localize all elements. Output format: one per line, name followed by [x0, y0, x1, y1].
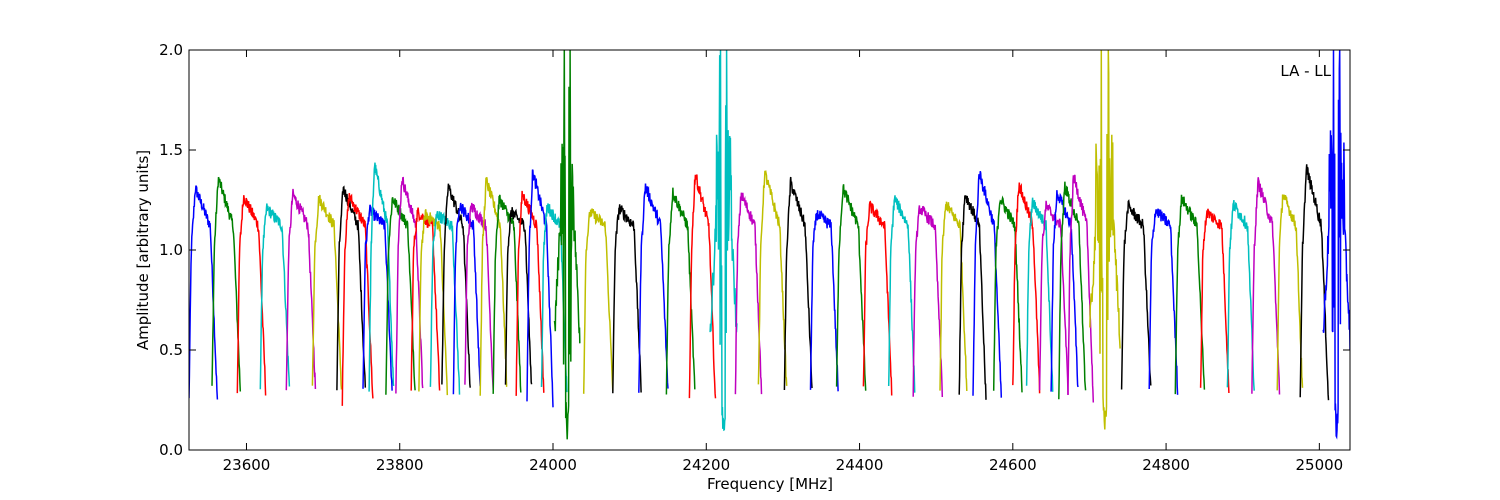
y-tick-label: 0.5: [159, 341, 183, 359]
spectrum-series-line: [835, 184, 867, 391]
spectrum-series-line: [553, 50, 581, 440]
x-tick-label: 23600: [223, 456, 271, 474]
spectrum-series-line: [211, 176, 242, 392]
spectrum-series-line: [1089, 50, 1121, 430]
spectrum-series-line: [887, 195, 916, 393]
spectrum-series-line: [958, 195, 987, 400]
x-tick-label: 24800: [1142, 456, 1190, 474]
spectrum-series-line: [809, 210, 839, 392]
spectrum-series-line: [1038, 200, 1069, 396]
spectrum-series-line: [515, 190, 545, 396]
spectrum-series-line: [638, 183, 669, 393]
spectrum-series-line: [441, 183, 471, 388]
spectrum-series-line: [1025, 197, 1054, 392]
spectrum-series-line: [395, 176, 424, 394]
y-axis: 0.0 0.5 1.0 1.5 2.0: [159, 41, 1350, 459]
y-tick-label: 1.5: [159, 141, 183, 159]
x-tick-label: 24000: [529, 456, 577, 474]
spectrum-series-line: [1067, 174, 1095, 403]
spectrum-series-line: [757, 170, 788, 386]
y-axis-label: Amplitude [arbitrary units]: [134, 150, 152, 350]
x-tick-label: 24400: [836, 456, 884, 474]
spectrum-series-line: [912, 205, 944, 398]
spectrum-series-line: [1050, 190, 1079, 392]
spectrum-series-line: [492, 194, 522, 394]
spectrum-series-line: [540, 203, 568, 393]
spectrum-series-line: [1226, 200, 1255, 391]
spectrum-series-line: [1199, 208, 1230, 394]
series-layer: [189, 50, 1350, 440]
spectrum-series-line: [709, 50, 738, 432]
y-tick-label: 1.0: [159, 241, 183, 259]
spectrum-series-line: [582, 208, 614, 394]
spectrum-series-line: [972, 171, 1003, 398]
spectrum-series-line: [992, 195, 1023, 393]
annotation-label: LA - LL: [1280, 62, 1331, 80]
spectrum-series-line: [1120, 199, 1152, 390]
spectrum-series-line: [1276, 194, 1304, 391]
spectrum-series-line: [1299, 164, 1330, 401]
spectrum-series-line: [189, 185, 219, 400]
spectrum-series-line: [1174, 194, 1206, 395]
spectrum-series-line: [939, 201, 968, 392]
spectrum-series-line: [418, 209, 449, 396]
x-tick-label: 23800: [376, 456, 424, 474]
spectrum-series-line: [479, 177, 508, 396]
spectrum-series-line: [336, 185, 367, 391]
x-tick-label: 24600: [989, 456, 1037, 474]
spectrum-series-line: [341, 193, 374, 406]
spectrum-series-line: [285, 188, 317, 391]
spectrum-series-line: [526, 169, 554, 408]
spectrum-series-line: [688, 174, 717, 399]
spectrum-series-line: [734, 192, 763, 395]
x-axis: 23600 23800 24000 24200 24400 24600 24800 25000: [223, 50, 1343, 474]
spectrum-series-line: [368, 162, 395, 392]
x-tick-label: 24200: [682, 456, 730, 474]
spectrum-series-line: [1148, 208, 1179, 395]
spectrum-series-line: [311, 194, 343, 390]
spectrum-series-line: [862, 200, 893, 396]
x-axis-label: Frequency [MHz]: [707, 475, 833, 493]
spectrum-series-line: [236, 195, 267, 396]
spectrum-series-line: [452, 202, 481, 395]
spectrum-series-line: [1251, 177, 1281, 395]
spectrum-series-line: [665, 187, 696, 395]
y-tick-label: 0.0: [159, 441, 183, 459]
spectrum-series-line: [612, 204, 642, 394]
x-tick-label: 25000: [1295, 456, 1343, 474]
y-tick-label: 2.0: [159, 41, 183, 59]
spectrum-series-line: [1322, 50, 1350, 440]
spectrum-series-line: [1012, 182, 1041, 394]
spectrum-series-line: [259, 203, 291, 390]
spectrum-series-line: [504, 207, 533, 385]
spectrum-series-line: [783, 176, 813, 391]
spectrum-series-line: [464, 202, 494, 391]
